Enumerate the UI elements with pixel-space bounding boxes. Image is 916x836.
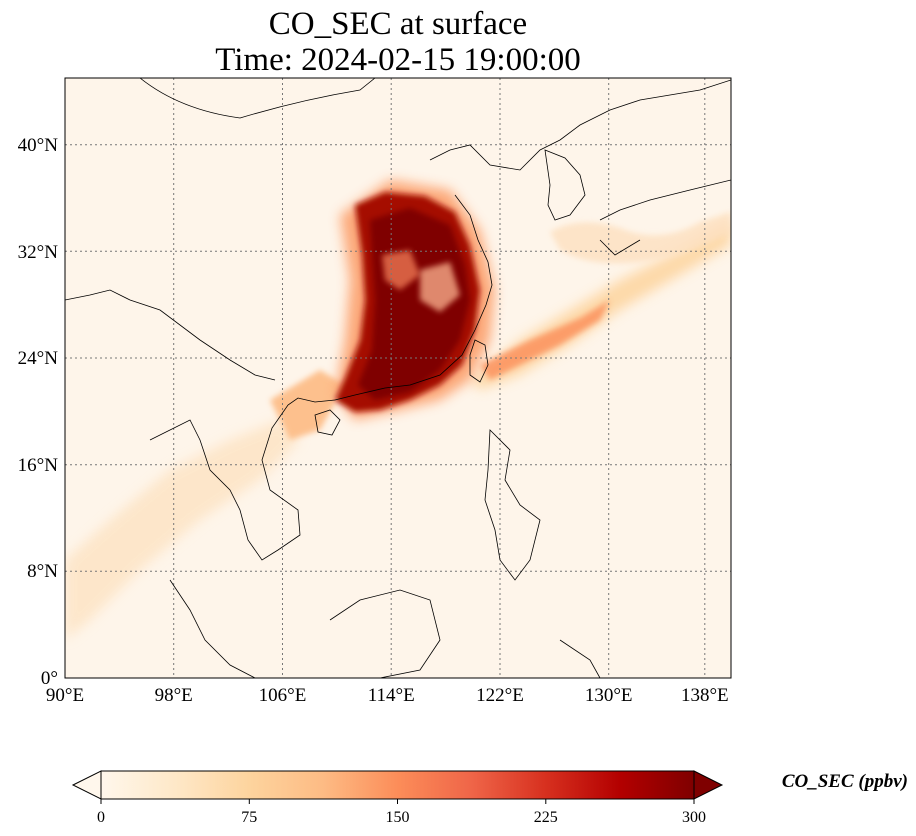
japan bbox=[599, 179, 731, 256]
y-tick-label: 8°N bbox=[27, 561, 58, 582]
coast-indochina bbox=[149, 397, 336, 561]
x-tick-label: 106°E bbox=[259, 685, 307, 706]
colorbar: 0 75 150 225 300 CO_SEC (ppbv) bbox=[71, 770, 908, 826]
border-north bbox=[139, 78, 376, 119]
y-tick-label: 0° bbox=[41, 668, 58, 689]
y-tick-label: 40°N bbox=[18, 135, 59, 156]
korea bbox=[544, 149, 586, 221]
x-tick-label: 130°E bbox=[585, 685, 633, 706]
figure-title-line-1: CO_SEC at surface bbox=[268, 6, 528, 42]
colorbar-extend-min bbox=[71, 770, 102, 800]
philippines bbox=[484, 429, 541, 581]
x-tick-label: 90°E bbox=[46, 685, 84, 706]
plume-east-china-sea bbox=[480, 300, 610, 380]
y-tick-label: 16°N bbox=[18, 455, 59, 476]
figure-title-line-2: Time: 2024-02-15 19:00:00 bbox=[215, 42, 581, 78]
coast-china-east bbox=[334, 194, 493, 401]
gridlines bbox=[65, 78, 731, 678]
coast-northeast bbox=[429, 79, 731, 171]
plume-gap-2 bbox=[420, 262, 460, 312]
x-tick-label: 138°E bbox=[681, 685, 729, 706]
map-frame bbox=[64, 77, 732, 679]
x-tick-label: 122°E bbox=[476, 685, 524, 706]
border-myanmar bbox=[65, 289, 276, 381]
x-tick-label: 114°E bbox=[368, 685, 415, 706]
plume-korea-japan bbox=[550, 212, 731, 264]
coast-malay bbox=[169, 579, 256, 678]
colorbar-tick-label: 300 bbox=[682, 809, 706, 826]
colorbar-gradient bbox=[101, 771, 694, 799]
coast-borneo bbox=[329, 589, 601, 678]
colorbar-tick-label: 75 bbox=[241, 809, 257, 826]
concentration-field bbox=[65, 180, 731, 640]
taiwan bbox=[469, 339, 489, 383]
y-axis: 0° 8°N 16°N 24°N 32°N 40°N bbox=[18, 135, 59, 689]
x-axis: 90°E 98°E 106°E 114°E 122°E 130°E 138°E bbox=[46, 685, 729, 706]
colorbar-extend-max bbox=[693, 770, 724, 800]
haze-indochina bbox=[65, 420, 300, 640]
y-tick-label: 24°N bbox=[18, 348, 59, 369]
colorbar-tick-label: 225 bbox=[534, 809, 558, 826]
y-tick-label: 32°N bbox=[18, 242, 59, 263]
colorbar-tick-label: 150 bbox=[386, 809, 410, 826]
colorbar-tick-label: 0 bbox=[97, 809, 105, 826]
x-tick-label: 98°E bbox=[155, 685, 193, 706]
colorbar-label: CO_SEC (ppbv) bbox=[782, 771, 908, 792]
hainan bbox=[314, 409, 341, 436]
plume-gulf-tonkin bbox=[270, 370, 345, 440]
coastlines bbox=[65, 78, 731, 678]
colorbar-ticks bbox=[100, 799, 695, 804]
map-panel bbox=[64, 77, 732, 679]
